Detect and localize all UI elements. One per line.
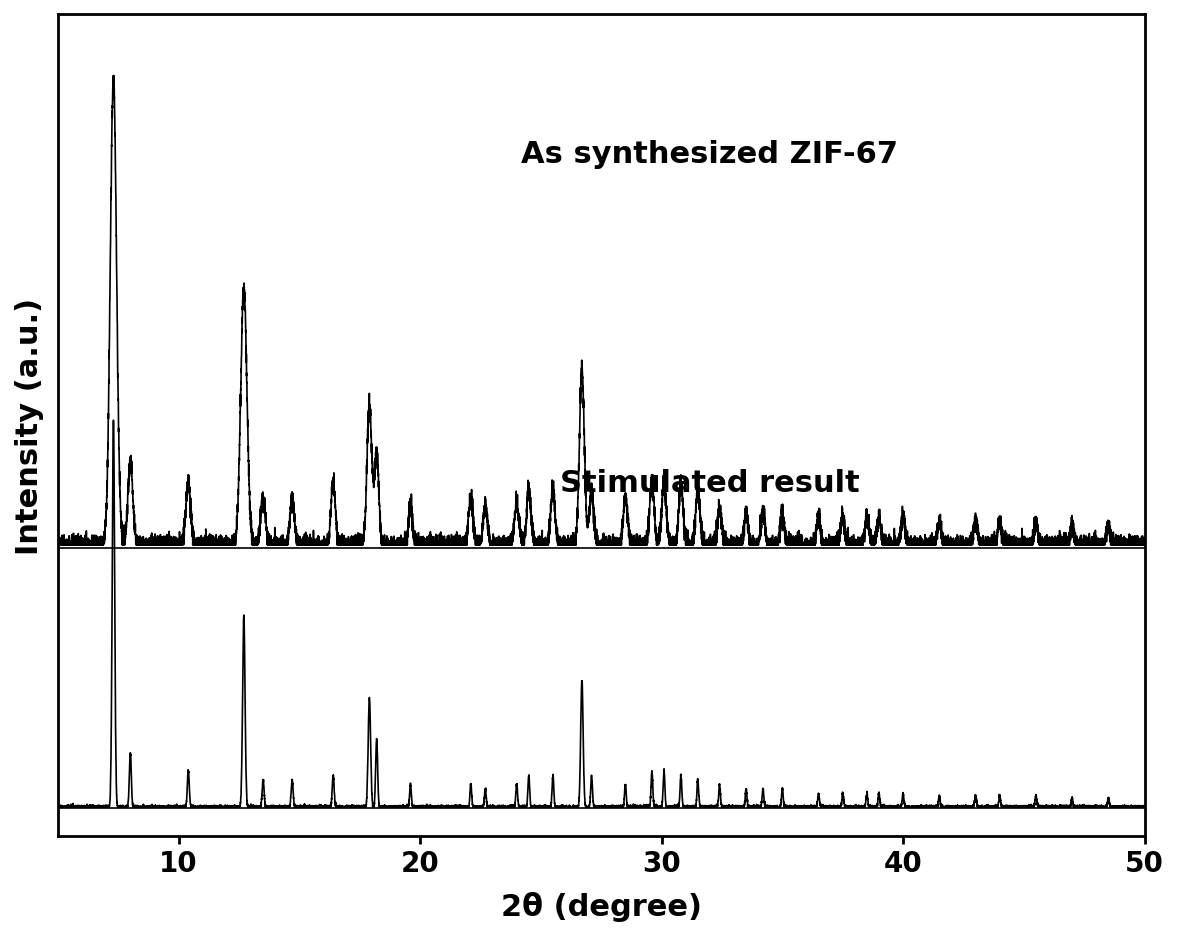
X-axis label: 2θ (degree): 2θ (degree)	[501, 891, 702, 921]
Text: Stimulated result: Stimulated result	[560, 469, 859, 497]
Y-axis label: Intensity (a.u.): Intensity (a.u.)	[15, 297, 44, 554]
Text: As synthesized ZIF-67: As synthesized ZIF-67	[521, 140, 898, 169]
